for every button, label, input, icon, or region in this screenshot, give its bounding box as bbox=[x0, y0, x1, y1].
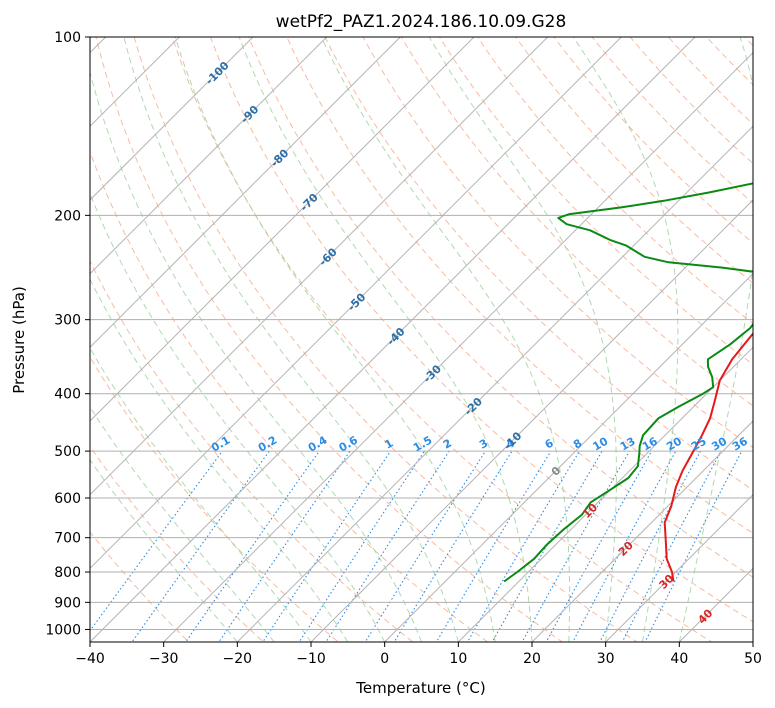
x-tick-label: 40 bbox=[670, 651, 688, 667]
dry-adiabat-line bbox=[90, 356, 340, 642]
dry-adiabat-line bbox=[90, 445, 265, 642]
y-tick-label: 300 bbox=[54, 313, 81, 329]
x-tick-label: −20 bbox=[223, 651, 253, 667]
isotherm-line bbox=[752, 641, 753, 642]
x-tick-label: 10 bbox=[449, 651, 467, 667]
dry-adiabat-line bbox=[286, 37, 753, 534]
dry-adiabat-line bbox=[171, 37, 713, 642]
x-tick-label: 50 bbox=[744, 651, 762, 667]
moist-adiabat-line bbox=[238, 37, 533, 642]
dry-adiabat-line bbox=[400, 37, 753, 407]
dry-adiabat-line bbox=[770, 24, 775, 654]
isotherm-line bbox=[90, 37, 696, 642]
y-tick-label: 1000 bbox=[45, 622, 81, 638]
moist-adiabat-line bbox=[90, 406, 275, 642]
isotherm-line bbox=[90, 37, 622, 570]
pressure-gridlines bbox=[90, 37, 753, 642]
moist-adiabat-line bbox=[678, 37, 753, 642]
isotherm-line bbox=[90, 37, 328, 275]
isotherm-line bbox=[531, 420, 753, 642]
profile-series bbox=[503, 182, 753, 583]
plot-frame bbox=[89, 36, 754, 643]
isotherm-line bbox=[236, 125, 753, 642]
dry-adiabat-line bbox=[248, 37, 753, 578]
isotherm-line bbox=[310, 199, 753, 642]
isotherm-line bbox=[457, 346, 753, 642]
y-tick-label: 500 bbox=[54, 444, 81, 460]
y-tick-label: 200 bbox=[54, 208, 81, 224]
y-axis-label: Pressure (hPa) bbox=[10, 286, 28, 394]
isotherm-line bbox=[90, 37, 254, 201]
x-tick-label: −10 bbox=[296, 651, 326, 667]
y-tick-label: 700 bbox=[54, 531, 81, 547]
y-tick-label: 100 bbox=[54, 30, 81, 46]
moist-adiabat-line bbox=[90, 192, 386, 642]
dry-adiabat-line bbox=[209, 37, 753, 623]
dry-adiabat-line bbox=[90, 531, 190, 642]
dry-adiabat-line bbox=[95, 37, 564, 642]
isotherm-line bbox=[384, 272, 753, 642]
chart-title: wetPf2_PAZ1.2024.186.10.09.G28 bbox=[276, 12, 567, 32]
dry-adiabat-line bbox=[133, 37, 638, 642]
moist-adiabat-line bbox=[428, 37, 617, 642]
y-tick-label: 900 bbox=[54, 595, 81, 611]
isotherm-line bbox=[163, 51, 753, 642]
isotherm-line bbox=[90, 37, 549, 496]
x-tick-label: −40 bbox=[75, 651, 105, 667]
y-tick-label: 800 bbox=[54, 565, 81, 581]
dry-adiabat-line bbox=[90, 259, 414, 642]
plot-area bbox=[90, 37, 753, 642]
y-tick-label: 400 bbox=[54, 387, 81, 403]
moist-adiabat-line bbox=[90, 459, 238, 642]
temperature-line bbox=[663, 332, 753, 582]
isotherm-line bbox=[605, 493, 753, 642]
y-tick-label: 600 bbox=[54, 491, 81, 507]
moist-adiabat-line bbox=[174, 37, 496, 642]
isotherm-line bbox=[90, 37, 401, 349]
x-tick-label: 0 bbox=[380, 651, 389, 667]
x-tick-label: 20 bbox=[523, 651, 541, 667]
x-axis-label: Temperature (°C) bbox=[355, 679, 485, 697]
x-tick-label: −30 bbox=[149, 651, 179, 667]
dewpoint-line bbox=[503, 182, 753, 583]
moist-adiabat-line bbox=[90, 278, 349, 642]
moist-adiabat-line bbox=[572, 37, 679, 642]
moist-adiabat-line bbox=[123, 37, 459, 642]
axis-ticks: −40 −30 −20 −10 0 10 20 30 40 50 100 200 300 400 500 60… bbox=[45, 30, 762, 667]
dry-adiabat-line bbox=[438, 37, 753, 366]
isotherm-line bbox=[90, 37, 475, 422]
moist-adiabat-line bbox=[90, 70, 422, 642]
dry-adiabat-line bbox=[477, 37, 753, 325]
moist-adiabat-line bbox=[320, 37, 571, 642]
x-tick-label: 30 bbox=[597, 651, 615, 667]
